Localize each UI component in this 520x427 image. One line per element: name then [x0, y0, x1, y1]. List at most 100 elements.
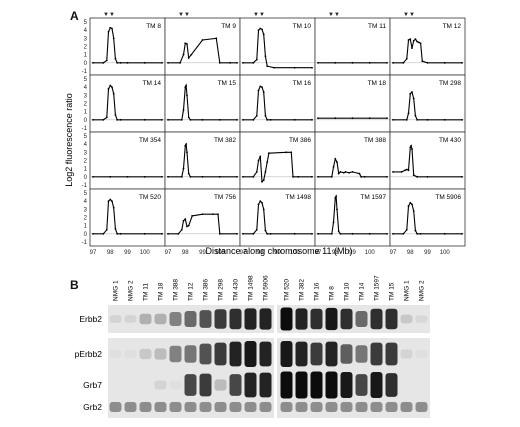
blot-band	[229, 341, 242, 367]
blot-band	[259, 402, 272, 412]
panel-frame	[164, 74, 241, 133]
locus-marker: ▼▼	[328, 12, 340, 18]
data-point	[119, 61, 122, 64]
sample-label: TM 430	[439, 137, 461, 144]
data-point	[105, 116, 108, 119]
data-point	[412, 174, 415, 177]
sample-label: TM 11	[368, 23, 386, 30]
y-tick-label: 4	[84, 28, 88, 34]
blot-band	[325, 402, 338, 412]
data-point	[344, 171, 347, 173]
data-point	[461, 232, 463, 235]
data-point	[187, 224, 190, 227]
data-point	[411, 203, 413, 206]
data-point	[407, 39, 410, 41]
data-point	[184, 144, 187, 147]
blot-band	[280, 307, 293, 331]
series-line	[243, 85, 312, 121]
data-point	[404, 169, 406, 172]
blot-band	[355, 345, 368, 363]
blot-band	[400, 314, 413, 324]
data-point	[186, 43, 188, 45]
panel-frame	[389, 131, 466, 190]
cgh-plot-grid: TM 8 ▼▼ 5 4 3 2 1 0 -1 TM 9 ▼▼ TM 10 ▼▼ TM 11 ▼▼ TM 12 ▼…	[82, 12, 466, 256]
x-tick-label: 98	[182, 250, 189, 256]
blot-band	[310, 402, 323, 412]
data-point	[184, 42, 187, 45]
blot-band	[280, 341, 293, 367]
data-point	[257, 203, 260, 206]
sample-label: TM 386	[289, 137, 311, 144]
x-tick-label: 100	[290, 250, 301, 256]
data-point	[161, 118, 163, 121]
data-point	[191, 214, 194, 217]
blot-band	[154, 402, 167, 412]
data-point	[107, 87, 110, 90]
lane-label: TM 5906	[263, 275, 270, 301]
blot-band	[340, 402, 353, 412]
data-point	[348, 171, 350, 174]
locus-marker: ▼▼	[403, 12, 415, 18]
data-point	[317, 232, 319, 235]
data-point	[368, 232, 371, 235]
data-point	[112, 37, 115, 40]
data-point	[109, 84, 112, 87]
data-point	[201, 39, 204, 41]
sample-label: TM 756	[214, 194, 236, 201]
data-point	[392, 171, 394, 173]
data-point	[407, 112, 410, 115]
data-point	[264, 229, 267, 232]
data-point	[201, 175, 204, 178]
data-point	[109, 26, 112, 29]
data-point	[269, 118, 272, 121]
data-point	[186, 225, 188, 228]
plot-panel: TM 9 ▼▼	[164, 12, 241, 76]
x-tick-label: 97	[390, 250, 397, 256]
y-tick-label: 5	[84, 77, 88, 83]
data-point	[311, 66, 313, 69]
data-point	[184, 218, 187, 221]
series-line	[243, 200, 312, 235]
lane-label: TM 15	[389, 282, 396, 301]
data-point	[290, 151, 293, 154]
y-tick-label: 0	[84, 175, 88, 181]
data-point	[416, 232, 419, 235]
data-point	[242, 118, 244, 121]
data-point	[114, 114, 117, 116]
data-point	[218, 232, 221, 235]
data-point	[412, 210, 415, 212]
x-tick-label: 97	[165, 250, 172, 256]
blot-band	[199, 310, 212, 328]
data-point	[351, 232, 354, 235]
lane-label: TM 386	[203, 279, 210, 301]
data-point	[405, 118, 408, 121]
data-point	[266, 161, 269, 164]
data-point	[269, 232, 272, 235]
plot-panel: TM 16	[239, 74, 316, 133]
data-point	[351, 61, 354, 64]
plot-panel: TM 298	[389, 74, 466, 133]
data-point	[201, 118, 204, 121]
blot-band	[310, 342, 323, 366]
data-point	[167, 61, 169, 64]
data-point	[411, 148, 413, 150]
data-point	[339, 232, 342, 235]
locus-marker: ▼▼	[178, 12, 190, 18]
data-point	[409, 201, 412, 204]
data-point	[293, 118, 296, 121]
data-point	[215, 37, 218, 40]
data-point	[266, 118, 269, 121]
series-line	[93, 198, 162, 235]
plot-panel: TM 430	[389, 131, 466, 190]
data-point	[107, 200, 110, 203]
y-tick-label: 0	[84, 61, 88, 67]
blot-band	[415, 402, 428, 412]
panel-a-letter: A	[70, 9, 79, 23]
data-point	[186, 151, 188, 154]
data-point	[92, 61, 94, 64]
panel-frame	[89, 188, 166, 247]
plot-panel: TM 1498 97 98 99 100	[239, 188, 316, 256]
blot-band	[370, 372, 383, 398]
y-tick-label: 2	[84, 102, 88, 108]
